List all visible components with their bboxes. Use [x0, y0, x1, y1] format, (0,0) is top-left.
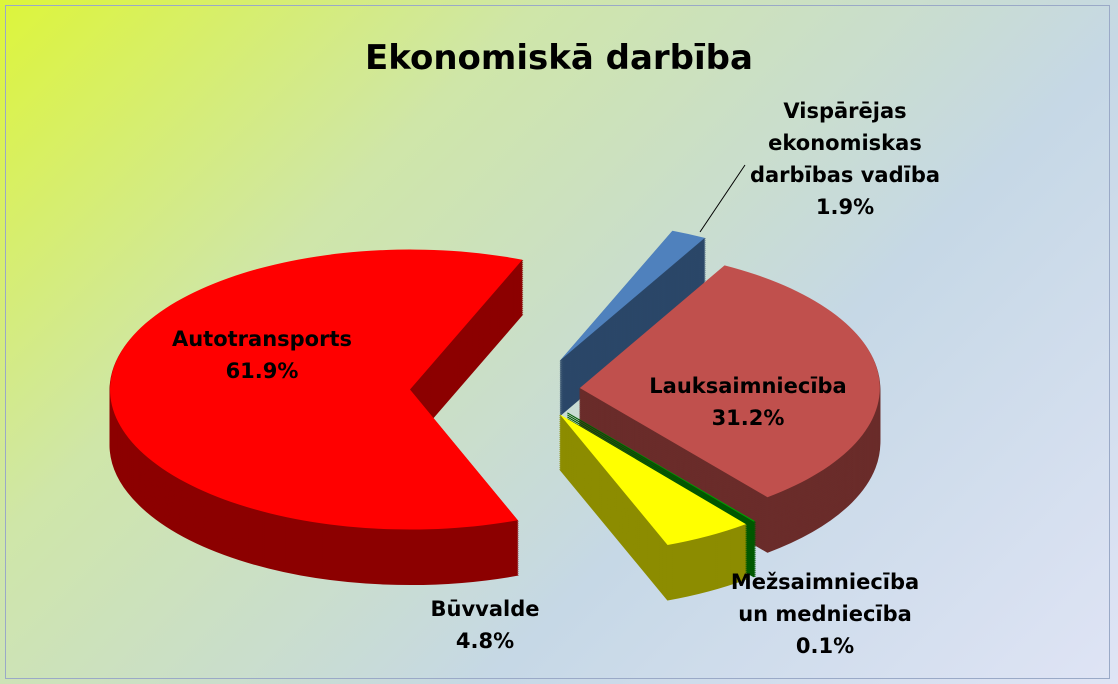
data-label: Vispārējas ekonomiskas darbības vadība 1.… [745, 95, 945, 223]
slice [567, 411, 756, 522]
data-label: Mežsaimniecība un medniecība 0.1% [725, 566, 925, 662]
data-label: Būvvalde 4.8% [405, 593, 565, 657]
slice [560, 230, 705, 361]
slice [110, 249, 523, 530]
slice-side [567, 414, 757, 526]
value-label: 0.1% [795, 634, 855, 658]
value-label: 31.2% [711, 406, 785, 430]
value-label: 61.9% [225, 359, 299, 383]
category-label: Būvvalde [430, 597, 540, 621]
slice [579, 265, 880, 498]
category-label: Lauksaimniecība [649, 374, 847, 398]
chart-title: Ekonomiskā darbība [365, 38, 753, 78]
leader-line [699, 164, 746, 233]
slice [559, 414, 746, 545]
data-label: Autotransports 61.9% [152, 323, 372, 387]
chart-frame [5, 5, 1110, 679]
slice-side [567, 412, 757, 524]
slice-side [567, 416, 757, 528]
slice-side [567, 418, 757, 530]
value-label: 1.9% [815, 195, 875, 219]
category-label: Autotransports [171, 327, 353, 351]
value-label: 4.8% [455, 629, 515, 653]
category-label: Mežsaimniecība un medniecība [730, 570, 920, 626]
category-label: Vispārējas ekonomiskas darbības vadība [749, 99, 941, 187]
data-label: Lauksaimniecība 31.2% [638, 370, 858, 434]
